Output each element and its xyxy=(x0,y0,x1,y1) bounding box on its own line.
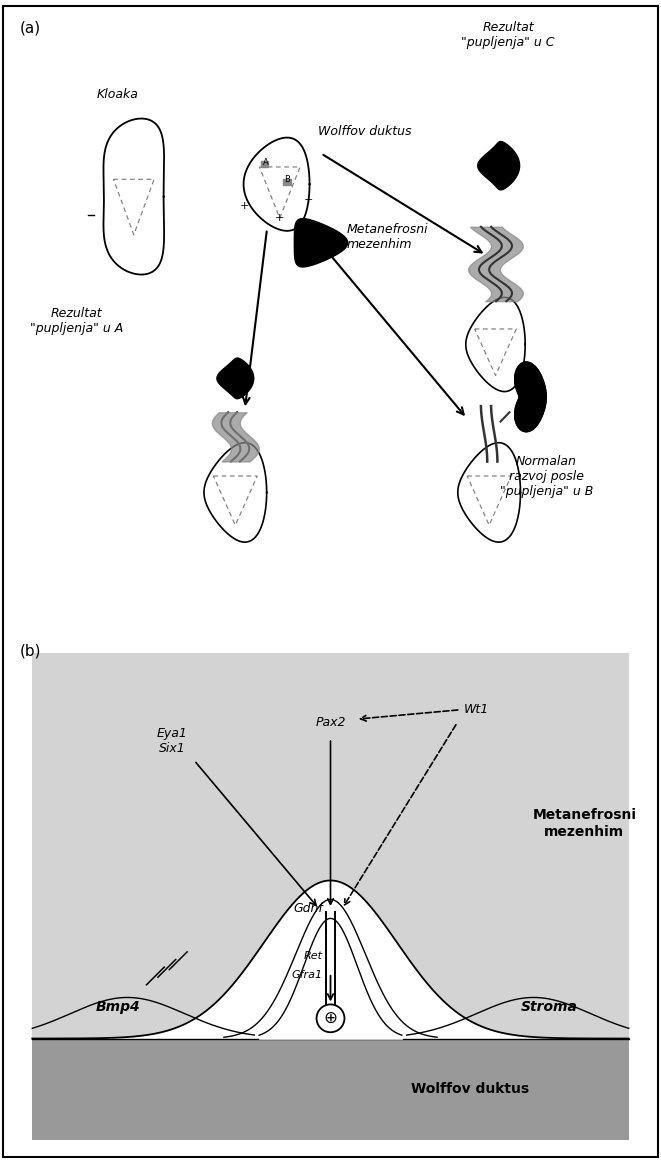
Text: Wolffov duktus: Wolffov duktus xyxy=(411,1082,529,1097)
Polygon shape xyxy=(478,142,520,190)
Text: Ret: Ret xyxy=(304,951,323,962)
Text: (b): (b) xyxy=(20,643,41,658)
Text: Wolffov duktus: Wolffov duktus xyxy=(318,126,411,138)
Bar xyxy=(260,160,268,167)
Polygon shape xyxy=(217,358,254,399)
Text: Stroma: Stroma xyxy=(521,1000,578,1014)
Text: Pax2: Pax2 xyxy=(315,716,346,729)
Text: (a): (a) xyxy=(20,21,41,36)
Text: A: A xyxy=(263,158,268,167)
Text: Metanefrosni
mezenhim: Metanefrosni mezenhim xyxy=(532,808,637,839)
Text: Gdnf: Gdnf xyxy=(293,902,323,915)
Text: Normalan
razvoj posle
"pupljenja" u B: Normalan razvoj posle "pupljenja" u B xyxy=(500,456,593,499)
Circle shape xyxy=(317,1005,344,1032)
Text: +: + xyxy=(303,194,313,205)
Text: Metanefrosni
mezenhim: Metanefrosni mezenhim xyxy=(346,222,428,250)
Bar xyxy=(32,652,629,1039)
Text: +: + xyxy=(240,201,249,211)
Text: Bmp4: Bmp4 xyxy=(96,1000,140,1014)
Polygon shape xyxy=(294,219,348,267)
Text: Rezultat
"pupljenja" u A: Rezultat "pupljenja" u A xyxy=(30,307,124,335)
Text: ⊕: ⊕ xyxy=(324,1009,337,1027)
Text: B: B xyxy=(284,176,290,184)
Bar xyxy=(32,1039,629,1140)
Text: Gfra1: Gfra1 xyxy=(292,970,323,980)
Text: Rezultat
"pupljenja" u C: Rezultat "pupljenja" u C xyxy=(461,21,555,49)
Polygon shape xyxy=(515,362,546,431)
Text: Eya1
Six1: Eya1 Six1 xyxy=(157,727,187,755)
Text: +: + xyxy=(275,213,284,223)
Text: Kloaka: Kloaka xyxy=(97,88,139,101)
Bar xyxy=(283,179,291,185)
Text: Wt1: Wt1 xyxy=(464,704,489,716)
